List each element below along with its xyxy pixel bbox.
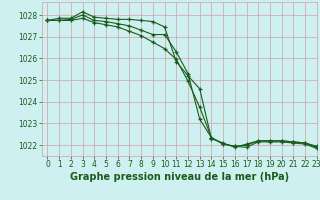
X-axis label: Graphe pression niveau de la mer (hPa): Graphe pression niveau de la mer (hPa) [70,172,289,182]
